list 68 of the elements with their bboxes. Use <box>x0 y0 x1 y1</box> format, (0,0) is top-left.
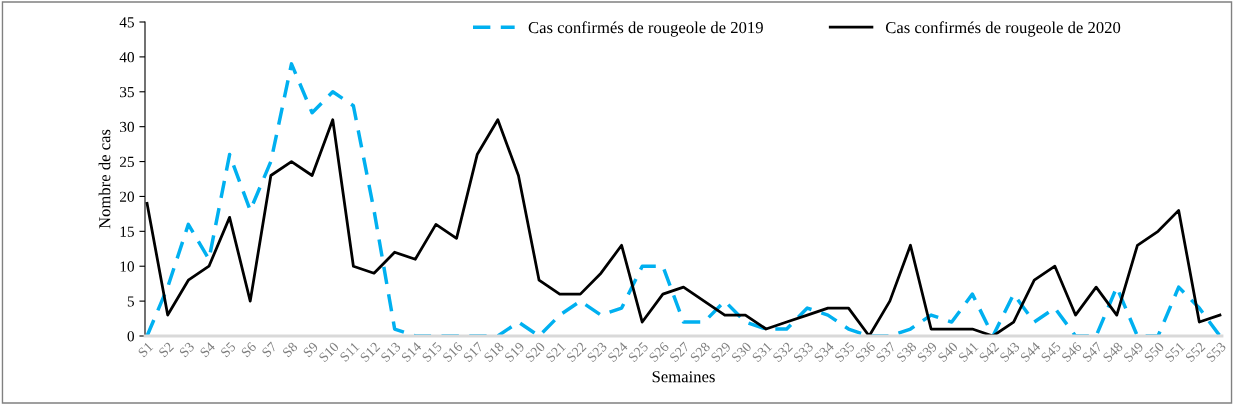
x-tick-label: S5 <box>220 341 237 358</box>
x-tick-label: S28 <box>689 341 711 363</box>
x-tick-label: S25 <box>627 341 649 363</box>
x-tick-label: S42 <box>978 341 1000 363</box>
x-tick-label: S11 <box>339 341 360 363</box>
x-tick-label: S48 <box>1102 341 1124 363</box>
x-tick-label: S24 <box>607 341 629 363</box>
x-tick-label: S13 <box>380 341 402 363</box>
x-tick-label: S15 <box>421 341 443 363</box>
y-tick-label: 40 <box>119 52 134 63</box>
x-tick-label: S29 <box>710 341 732 363</box>
y-tick-label: 35 <box>120 86 134 98</box>
x-tick-label: S30 <box>731 341 752 363</box>
x-tick-label: S43 <box>999 341 1021 363</box>
x-tick-label: S31 <box>751 341 773 363</box>
x-tick-label: S34 <box>813 341 835 363</box>
y-tick-label: 15 <box>120 226 134 237</box>
x-tick-label: S27 <box>669 341 691 363</box>
y-tick-label: 20 <box>119 191 134 202</box>
x-tick-label: S3 <box>178 341 195 358</box>
line-series <box>145 62 1222 336</box>
x-tick-label: S17 <box>462 341 484 363</box>
x-tick-label: S52 <box>1184 341 1206 363</box>
x-tick-label: S40 <box>937 341 959 363</box>
x-tick-label: S26 <box>648 341 670 363</box>
x-tick-label: S9 <box>302 341 319 358</box>
x-tick-label: S51 <box>1164 341 1185 363</box>
x-tick-label: S18 <box>483 341 505 363</box>
x-tick-label: S8 <box>282 341 299 358</box>
x-tick-label: S44 <box>1019 341 1042 363</box>
x-tick-label: S12 <box>359 341 381 363</box>
y-axis-title: Nombre de cas <box>98 129 111 229</box>
x-tick-label: S4 <box>199 341 216 358</box>
y-tick-label: 5 <box>127 296 134 307</box>
x-tick-label: S36 <box>854 341 876 363</box>
legend-label: Cas confirmés de rougeole de 2020 <box>885 21 1121 37</box>
x-tick-label: S2 <box>158 341 175 358</box>
x-tick-label: S53 <box>1205 341 1227 363</box>
y-tick-label: 30 <box>120 121 134 133</box>
x-tick-label: S22 <box>566 341 587 363</box>
x-tick-label: S49 <box>1123 341 1144 363</box>
x-tick-label: S46 <box>1061 341 1083 363</box>
x-tick-label: S33 <box>792 341 814 363</box>
x-tick-label: S1 <box>137 341 154 358</box>
x-tick-label: S50 <box>1143 341 1165 363</box>
x-tick-label: S7 <box>261 341 278 358</box>
x-tick-label: S45 <box>1040 341 1062 363</box>
x-tick-label: S39 <box>916 341 938 363</box>
x-tick-label: S10 <box>318 341 340 363</box>
y-tick-label: 45 <box>119 17 134 28</box>
x-tick-label: S38 <box>896 341 917 363</box>
x-tick-label: S41 <box>958 341 979 363</box>
y-tick-label: 0 <box>127 331 134 342</box>
y-tick-label: 10 <box>120 261 134 272</box>
x-tick-label: S16 <box>442 341 464 363</box>
x-tick-label: S20 <box>524 341 546 363</box>
x-tick-label: S19 <box>504 341 525 363</box>
x-axis-title: Semaines <box>652 371 715 383</box>
y-tick-label: 25 <box>119 156 134 168</box>
x-tick-label: S6 <box>240 341 257 358</box>
x-tick-label: S37 <box>875 341 897 363</box>
legend-label: Cas confirmés de rougeole de 2019 <box>528 21 763 37</box>
x-tick-label: S35 <box>834 341 856 363</box>
x-tick-label: S14 <box>400 341 423 363</box>
x-tick-label: S47 <box>1081 341 1103 363</box>
x-tick-label: S21 <box>545 341 567 363</box>
x-tick-label: S32 <box>772 341 794 363</box>
x-tick-label: S23 <box>586 341 608 363</box>
